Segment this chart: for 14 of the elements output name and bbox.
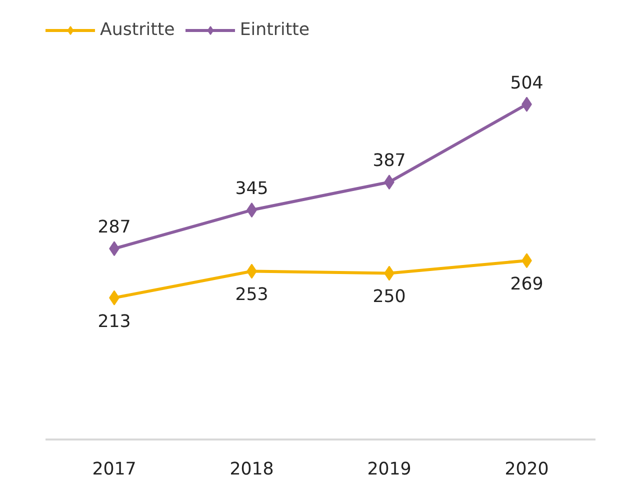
x-tick-label: 2018: [230, 460, 274, 480]
x-tick-label: 2017: [92, 460, 136, 480]
data-label: 504: [510, 73, 544, 94]
legend-label: Austritte: [100, 20, 175, 40]
data-label: 387: [372, 151, 406, 172]
data-label: 253: [235, 285, 268, 306]
data-label: 213: [98, 312, 131, 332]
data-label: 345: [235, 179, 268, 200]
data-label: 287: [98, 218, 131, 238]
data-label: 250: [372, 287, 406, 308]
legend-label: Eintritte: [240, 20, 310, 40]
x-tick-label: 2020: [504, 460, 549, 480]
x-tick-label: 2019: [367, 460, 412, 480]
data-label: 269: [510, 274, 544, 295]
